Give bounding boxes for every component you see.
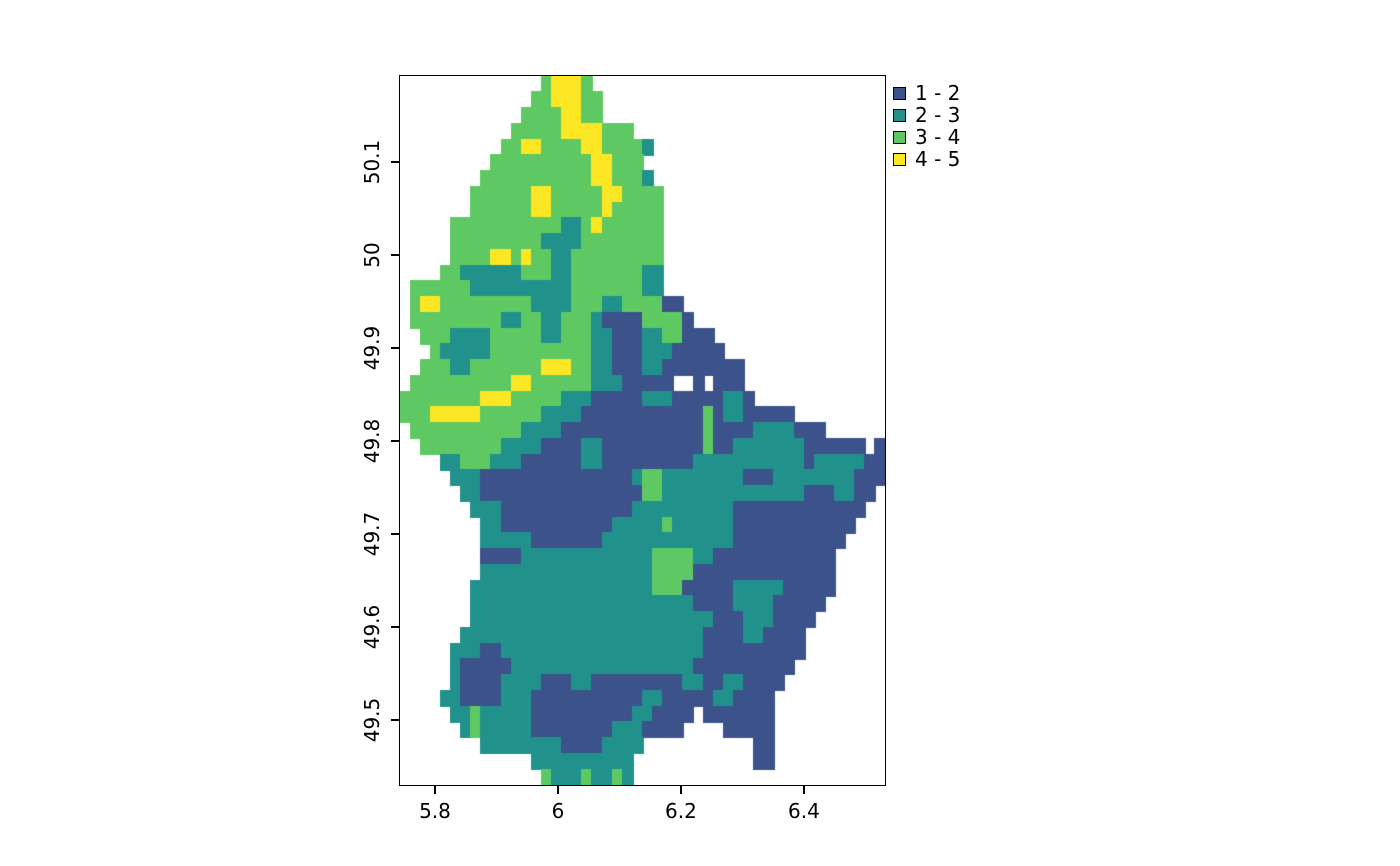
plot-frame	[399, 75, 886, 786]
y-axis-tick	[391, 440, 399, 443]
y-axis-tick-label: 49.7	[360, 511, 384, 557]
legend-item: 2 - 3	[893, 103, 961, 127]
y-axis-tick-label: 49.5	[360, 697, 384, 743]
y-axis-tick	[391, 533, 399, 536]
legend: 1 - 2 2 - 3 3 - 4 4 - 5	[893, 81, 961, 171]
legend-swatch-class4	[893, 153, 906, 166]
legend-item: 3 - 4	[893, 125, 961, 149]
legend-label: 2 - 3	[915, 103, 961, 127]
legend-label: 1 - 2	[915, 81, 961, 105]
legend-swatch-class2	[893, 109, 906, 122]
x-axis-tick-label: 6.4	[788, 799, 820, 823]
x-axis-tick	[433, 786, 436, 794]
legend-swatch-class1	[893, 87, 906, 100]
y-axis-tick	[391, 347, 399, 350]
x-axis-tick-label: 6	[551, 799, 565, 823]
y-axis-tick-label: 49.9	[360, 325, 384, 371]
legend-item: 1 - 2	[893, 81, 961, 105]
y-axis-tick-label: 50.1	[360, 140, 384, 185]
y-axis-tick	[391, 626, 399, 629]
y-axis-tick	[391, 719, 399, 721]
y-axis-tick	[391, 161, 399, 164]
y-axis-tick-label: 49.8	[360, 418, 384, 464]
y-axis-tick	[391, 254, 399, 257]
x-axis-tick-label: 6.2	[665, 799, 697, 823]
x-axis-tick-label: 5.8	[419, 799, 451, 823]
x-axis-tick	[679, 786, 682, 794]
legend-item: 4 - 5	[893, 147, 961, 171]
legend-swatch-class3	[893, 131, 906, 144]
x-axis-tick	[556, 786, 559, 794]
y-axis-tick-label: 49.6	[360, 604, 384, 650]
y-axis-tick-label: 50	[360, 242, 384, 269]
x-axis-tick	[802, 786, 805, 794]
raster-map-canvas	[400, 76, 885, 785]
legend-label: 4 - 5	[915, 147, 961, 171]
legend-label: 3 - 4	[915, 125, 961, 149]
